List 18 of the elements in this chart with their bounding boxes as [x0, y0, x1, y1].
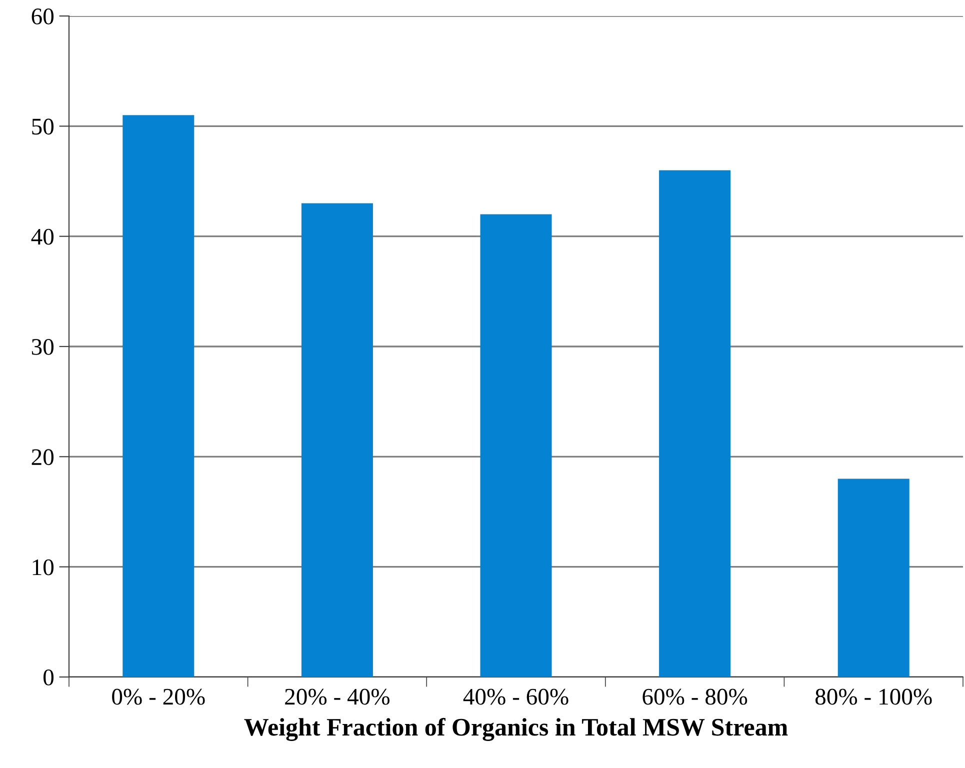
y-tick-label: 10 [32, 559, 54, 576]
x-tick-label: 80% - 100% [815, 688, 932, 705]
y-tick-label: 40 [31, 228, 54, 245]
y-tick-label: 60 [32, 8, 54, 24]
y-tick-label: 30 [32, 338, 54, 355]
x-tick-label: 0% - 20% [112, 688, 205, 705]
bar [301, 203, 373, 677]
x-axis-title: Weight Fraction of Organics in Total MSW Stream [244, 718, 788, 741]
x-tick-label: 40% - 60% [463, 688, 568, 705]
x-tick-label: 20% - 40% [285, 688, 390, 705]
x-tick-label: 60% - 80% [642, 688, 748, 705]
y-tick-label: 20 [32, 449, 54, 466]
bar [838, 478, 910, 677]
bar [122, 115, 194, 677]
bar [659, 170, 731, 677]
y-tick-label: 50 [32, 118, 54, 135]
bar [480, 214, 552, 677]
y-tick-label: 0 [44, 669, 54, 686]
